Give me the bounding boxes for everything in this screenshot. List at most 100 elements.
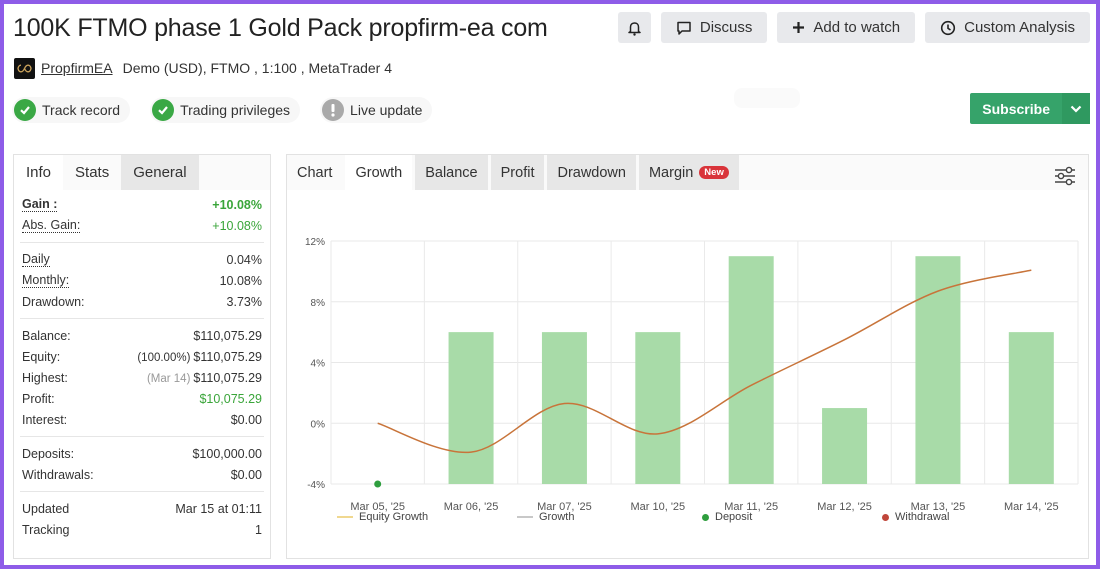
legend-item[interactable]: Equity Growth [337,511,428,523]
account-subline: PropfirmEA Demo (USD), FTMO , 1:100 , Me… [14,57,392,79]
stat-value: 0.04% [227,253,262,267]
equity-growth-line[interactable] [377,269,1032,454]
stat-value-text: +10.08% [212,218,262,233]
tab-balance[interactable]: Balance [415,155,488,190]
legend-item[interactable]: Withdrawal [882,511,949,523]
x-tick-label: Mar 12, '25 [817,501,872,513]
chart-settings-button[interactable] [1054,166,1076,191]
stat-value-text: $0.00 [230,467,262,482]
tab-margin-label: Margin [648,164,694,181]
tab-drawdown[interactable]: Drawdown [547,155,636,190]
stat-value-text: 3.73% [226,294,262,309]
badge-track-record: Track record [12,97,131,123]
x-tick-label: Mar 13, '25 [911,501,966,513]
tab-profit[interactable]: Profit [490,155,545,190]
divider [20,491,264,492]
infinity-logo-icon [17,64,32,72]
y-tick-label: 12% [305,237,325,248]
stat-value-text: $110,075.29 [193,370,262,385]
chart-panel: Chart Growth Balance Profit Drawdown Mar… [286,154,1089,559]
y-tick-label: 0% [311,419,326,430]
stat-prefix: (Mar 14) [146,372,191,385]
stat-value-text: $10,075.29 [199,391,262,406]
stat-row: Drawdown: 3.73% [14,291,270,312]
legend-dot-swatch [882,513,889,521]
stat-label: Tracking [22,522,70,537]
badge-label: Track record [42,102,121,118]
stat-value: +10.08% [212,219,262,233]
tab-chart[interactable]: Chart [287,155,343,190]
subscribe-dropdown[interactable] [1062,93,1090,124]
stat-label[interactable]: Daily [22,251,50,267]
growth-bar[interactable] [728,256,774,484]
author-link[interactable]: PropfirmEA [41,60,113,76]
stat-value-text: $110,075.29 [193,328,262,343]
discuss-button[interactable]: Discuss [660,12,768,43]
stat-value-text: Mar 15 at 01:11 [175,501,262,516]
bell-icon [628,21,641,36]
notification-button[interactable] [617,12,651,43]
stat-value: $10,075.29 [199,392,262,406]
verification-badges: Track record Trading privileges Live upd… [12,97,433,123]
legend-label: Equity Growth [359,511,429,523]
add-to-watch-button[interactable]: Add to watch [777,12,916,43]
badge-label: Trading privileges [180,102,291,118]
tab-info[interactable]: Info [14,155,64,190]
tab-stats[interactable]: Stats [75,164,110,181]
stat-value: $0.00 [231,468,262,482]
custom-analysis-button[interactable]: Custom Analysis [925,12,1090,43]
stat-row: Gain : +10.08% [14,194,270,215]
stats-tabs: Info Stats General [14,155,270,190]
divider [20,242,264,243]
legend-item[interactable]: Growth [517,511,574,523]
x-tick-label: Mar 05, '25 [350,501,405,513]
account-info: Demo (USD), FTMO , 1:100 , MetaTrader 4 [122,60,393,76]
growth-bar[interactable] [1008,332,1054,484]
check-circle-icon [152,99,175,121]
tab-margin[interactable]: Margin New [638,155,739,190]
deposit-marker[interactable] [374,480,382,488]
stat-row: Profit: $10,075.29 [14,388,270,409]
stat-value-text: 10.08% [219,273,262,288]
stat-row: Monthly: 10.08% [14,270,270,291]
stat-label[interactable]: Abs. Gain: [22,217,81,233]
chart-tabs: Chart Growth Balance Profit Drawdown Mar… [287,155,1088,190]
stat-value: (100.00%) $110,075.29 [137,350,262,364]
growth-bar[interactable] [635,332,681,484]
stat-row: Highest: (Mar 14) $110,075.29 [14,367,270,388]
tab-growth[interactable]: Growth [345,155,413,190]
legend-line-swatch [517,516,533,518]
author-avatar[interactable] [14,57,35,79]
stat-value-text: 1 [255,522,262,537]
discuss-label: Discuss [699,19,753,36]
legend-line-swatch [337,516,353,518]
plus-icon [793,22,805,33]
stat-value: 3.73% [227,295,262,309]
stat-label: Drawdown: [22,294,85,309]
legend-label: Deposit [715,511,753,523]
subscribe-label[interactable]: Subscribe [982,100,1050,117]
growth-bar[interactable] [915,256,961,484]
stats-panel: Info Stats General Gain : +10.08% Abs. Gai… [13,154,271,559]
stat-label: Equity: [22,349,61,364]
growth-bar[interactable] [822,408,868,484]
stat-row: Withdrawals: $0.00 [14,464,270,485]
stat-row: Deposits: $100,000.00 [14,443,270,464]
tab-general[interactable]: General [121,155,199,190]
stats-body: Gain : +10.08% Abs. Gain: +10.08% Daily 0.04%… [14,190,270,540]
growth-bar[interactable] [448,332,494,484]
stat-label: Updated [22,501,70,516]
stat-value-text: $110,075.29 [193,349,262,364]
stat-label[interactable]: Monthly: [22,272,70,288]
subscribe-button[interactable]: Subscribe [970,93,1090,124]
page-title: 100K FTMO phase 1 Gold Pack propfirm-ea … [13,14,548,42]
x-tick-label: Mar 14, '25 [1004,501,1059,513]
stat-value: +10.08% [212,198,262,212]
stat-label[interactable]: Gain : [22,196,58,212]
growth-chart[interactable]: 12% 8% 4% 0% -4% Mar 05, '25 Mar 06, '25 Mar 07… [287,190,1088,558]
x-tick-label: Mar 06, '25 [444,501,499,513]
badge-label: Live update [350,102,423,118]
stat-row: Updated Mar 15 at 01:11 [14,498,270,519]
stat-row: Daily 0.04% [14,249,270,270]
legend-item[interactable]: Deposit [702,511,752,523]
